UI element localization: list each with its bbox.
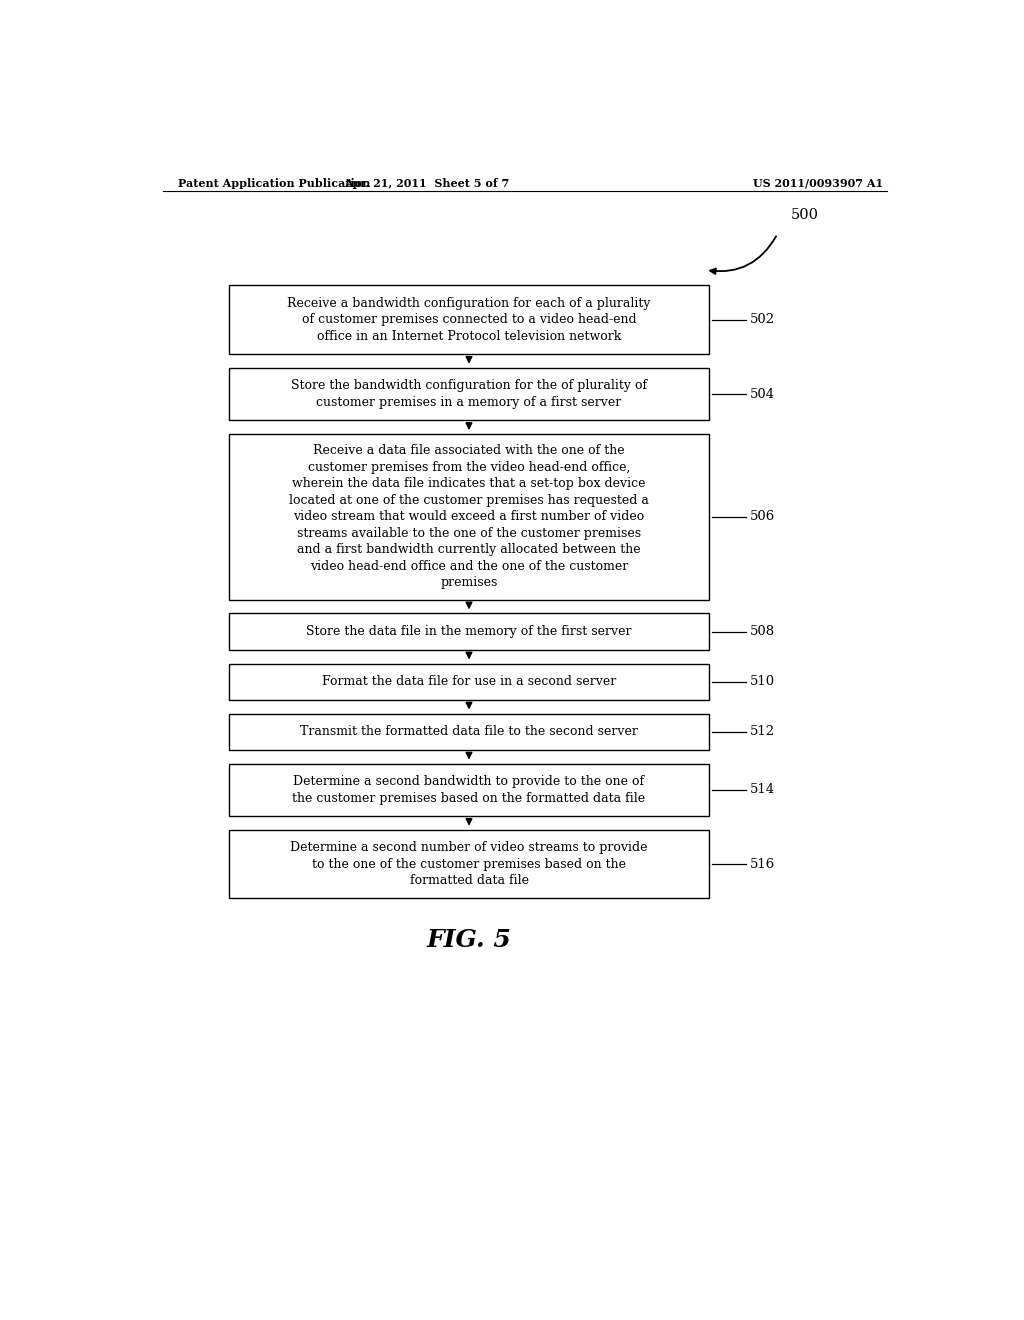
Bar <box>228 664 710 700</box>
Text: 500: 500 <box>791 209 818 223</box>
Text: Determine a second bandwidth to provide to the one of
the customer premises base: Determine a second bandwidth to provide … <box>293 775 645 805</box>
Text: 516: 516 <box>750 858 775 871</box>
Bar <box>228 714 710 750</box>
Text: 504: 504 <box>750 388 775 400</box>
Text: 510: 510 <box>750 675 775 688</box>
Text: 506: 506 <box>750 511 775 523</box>
Text: Receive a bandwidth configuration for each of a plurality
of customer premises c: Receive a bandwidth configuration for ea… <box>288 297 650 343</box>
Text: Transmit the formatted data file to the second server: Transmit the formatted data file to the … <box>300 725 638 738</box>
Bar <box>228 368 710 420</box>
Bar <box>228 763 710 816</box>
Text: 508: 508 <box>750 626 775 638</box>
Text: US 2011/0093907 A1: US 2011/0093907 A1 <box>753 178 883 189</box>
FancyArrowPatch shape <box>710 236 776 275</box>
Text: Store the data file in the memory of the first server: Store the data file in the memory of the… <box>306 626 632 638</box>
Text: FIG. 5: FIG. 5 <box>427 928 511 952</box>
Text: 502: 502 <box>750 313 775 326</box>
Bar <box>228 285 710 354</box>
Text: Receive a data file associated with the one of the
customer premises from the vi: Receive a data file associated with the … <box>289 445 649 589</box>
Bar <box>228 614 710 649</box>
Text: 512: 512 <box>750 725 775 738</box>
Text: Apr. 21, 2011  Sheet 5 of 7: Apr. 21, 2011 Sheet 5 of 7 <box>344 178 509 189</box>
Text: Patent Application Publication: Patent Application Publication <box>178 178 371 189</box>
Bar <box>228 434 710 599</box>
Text: Format the data file for use in a second server: Format the data file for use in a second… <box>322 675 616 688</box>
Text: Store the bandwidth configuration for the of plurality of
customer premises in a: Store the bandwidth configuration for th… <box>291 379 647 409</box>
Bar <box>228 830 710 899</box>
Text: Determine a second number of video streams to provide
to the one of the customer: Determine a second number of video strea… <box>290 841 648 887</box>
Text: 514: 514 <box>750 783 775 796</box>
